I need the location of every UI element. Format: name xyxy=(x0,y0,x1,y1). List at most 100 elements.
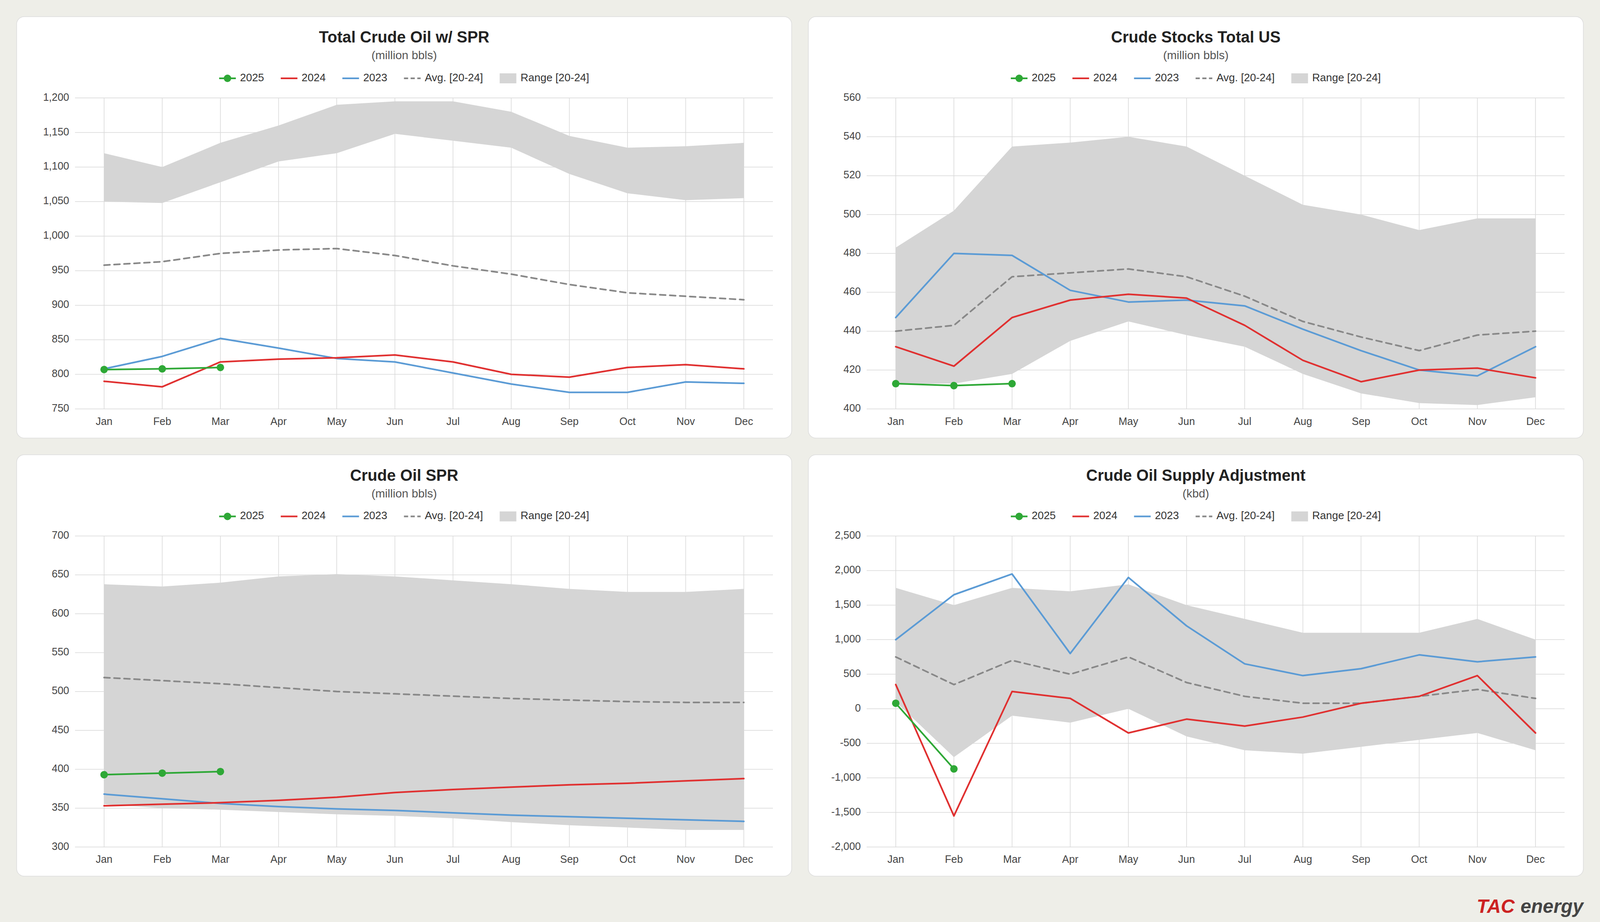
chart-title: Crude Stocks Total US xyxy=(1111,28,1281,46)
legend-item: Range [20-24] xyxy=(1291,71,1381,84)
x-tick-label: Aug xyxy=(502,415,521,428)
chart-subtitle: (kbd) xyxy=(1182,487,1210,500)
legend-label: Range [20-24] xyxy=(1312,71,1381,84)
legend-item: Avg. [20-24] xyxy=(404,509,484,522)
series-marker xyxy=(950,765,958,773)
x-tick-label: Apr xyxy=(270,853,287,865)
y-grid-line xyxy=(866,570,1565,572)
y-grid-line xyxy=(75,201,773,203)
y-tick-label: 950 xyxy=(51,263,70,276)
legend-label: Avg. [20-24] xyxy=(425,71,484,84)
legend-item: Range [20-24] xyxy=(499,71,590,84)
x-tick-label: Jun xyxy=(1178,853,1195,865)
y-grid-line xyxy=(866,97,1565,99)
panel-background xyxy=(16,16,792,439)
y-tick-label: 400 xyxy=(51,762,70,775)
series-line xyxy=(104,677,744,703)
x-tick-label: Apr xyxy=(1062,415,1079,428)
legend-label: 2024 xyxy=(301,509,326,522)
annotation: energy xyxy=(1520,895,1585,918)
x-tick-label: Apr xyxy=(1062,853,1079,865)
x-tick-label: May xyxy=(327,853,348,865)
legend-label: 2023 xyxy=(1155,509,1180,522)
x-tick-label: Aug xyxy=(1293,415,1313,428)
legend-item: 2024 xyxy=(1072,509,1118,522)
legend-item: 2024 xyxy=(280,71,326,84)
legend-label: 2025 xyxy=(1031,71,1056,84)
legend: 202520242023Avg. [20-24]Range [20-24] xyxy=(219,71,590,84)
x-tick-label: Jan xyxy=(887,853,905,865)
panel-background xyxy=(808,455,1584,877)
legend-label: Range [20-24] xyxy=(520,71,590,84)
chart-canvas: Total Crude Oil w/ SPR(million bbls)7508… xyxy=(0,0,1600,922)
grid xyxy=(866,97,1565,410)
grid xyxy=(75,97,773,410)
y-tick-label: 560 xyxy=(843,91,861,103)
legend-swatch xyxy=(1195,77,1213,80)
legend-item: 2025 xyxy=(1010,71,1056,84)
x-tick-label: Oct xyxy=(619,853,636,865)
legend-label: 2025 xyxy=(240,71,265,84)
legend-item: Avg. [20-24] xyxy=(1195,71,1275,84)
y-grid-line xyxy=(866,535,1565,537)
legend-label: 2024 xyxy=(301,71,326,84)
y-tick-label: 520 xyxy=(843,168,861,181)
range-area xyxy=(895,584,1536,758)
chart-panel: Crude Oil Supply Adjustment(kbd)-2,000-1… xyxy=(808,455,1584,877)
y-tick-label: 1,200 xyxy=(42,91,70,103)
legend-swatch xyxy=(1072,515,1090,518)
legend-swatch-marker xyxy=(1015,512,1023,521)
x-tick-label: Nov xyxy=(676,415,695,428)
y-tick-label: 600 xyxy=(51,607,70,619)
x-tick-label: Oct xyxy=(1411,415,1428,428)
legend-swatch xyxy=(342,515,360,518)
y-tick-label: -1,500 xyxy=(831,805,861,818)
legend-item: 2025 xyxy=(219,71,265,84)
data-marks xyxy=(892,574,1536,817)
y-grid-line xyxy=(75,846,773,848)
x-tick-label: Mar xyxy=(1002,853,1021,865)
y-tick-label: -1,000 xyxy=(831,771,861,783)
range-area xyxy=(104,574,744,830)
series-line xyxy=(104,355,744,387)
chart-subtitle: (million bbls) xyxy=(371,487,437,500)
y-tick-label: 2,000 xyxy=(834,563,861,576)
legend: 202520242023Avg. [20-24]Range [20-24] xyxy=(1010,71,1381,84)
legend-swatch xyxy=(499,511,517,522)
series-line xyxy=(895,253,1536,376)
y-tick-label: 1,500 xyxy=(834,598,861,610)
legend-label: 2024 xyxy=(1093,509,1118,522)
panel-background xyxy=(808,16,1584,439)
x-tick-label: May xyxy=(1118,415,1139,428)
y-tick-label: 850 xyxy=(51,332,70,345)
y-grid-line xyxy=(75,270,773,272)
legend-swatch xyxy=(1134,515,1151,518)
x-tick-label: Sep xyxy=(1351,415,1370,428)
y-grid-line xyxy=(75,535,773,537)
grid xyxy=(75,536,773,848)
y-grid-line xyxy=(75,305,773,306)
legend-item: Avg. [20-24] xyxy=(404,71,484,84)
x-tick-label: Sep xyxy=(560,415,579,428)
legend-label: Range [20-24] xyxy=(1312,509,1381,522)
y-tick-label: 500 xyxy=(51,684,70,697)
x-tick-label: Oct xyxy=(1411,853,1428,865)
y-grid-line xyxy=(866,408,1565,410)
x-tick-label: Sep xyxy=(560,853,579,865)
data-marks xyxy=(100,101,744,393)
legend-item: Range [20-24] xyxy=(499,509,590,522)
x-tick-label: Jun xyxy=(386,415,404,428)
series-line xyxy=(895,574,1536,676)
data-marks xyxy=(892,136,1536,405)
y-tick-label: 650 xyxy=(51,567,70,580)
legend-swatch xyxy=(1291,511,1308,522)
x-grid-line xyxy=(103,97,105,410)
series-marker xyxy=(892,380,900,388)
series-line xyxy=(895,294,1536,382)
x-tick-label: Mar xyxy=(1002,415,1021,428)
legend-swatch-marker xyxy=(223,512,232,521)
chart-title: Crude Oil SPR xyxy=(350,466,459,485)
y-tick-label: 400 xyxy=(843,402,861,414)
series-line xyxy=(104,338,744,393)
y-tick-label: 420 xyxy=(843,363,861,375)
